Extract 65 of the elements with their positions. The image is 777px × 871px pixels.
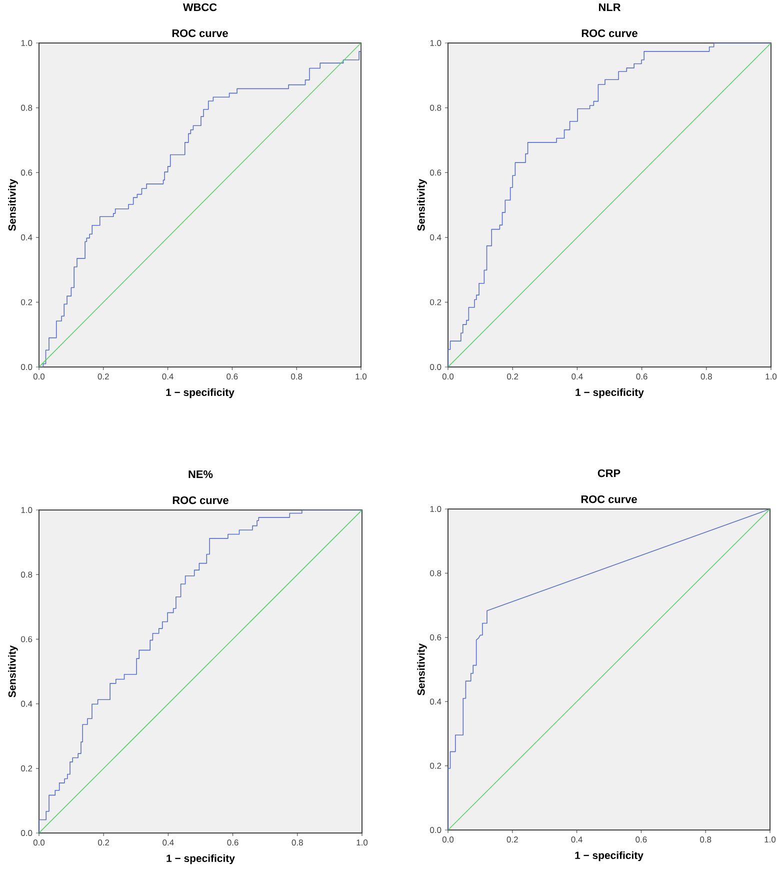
x-tick-label: 0.4 (571, 836, 582, 843)
y-axis-title: Sensitivity (417, 643, 427, 696)
line-series (448, 508, 770, 830)
chart-subtitle: ROC curve (172, 496, 228, 504)
x-axis-title: 1 − specificity (166, 854, 235, 864)
y-tick-label: 0.0 (430, 827, 442, 833)
y-tick-label: 0.8 (21, 572, 32, 578)
y-tick-label: 0.6 (21, 636, 32, 642)
x-tick-label: 0.6 (636, 374, 648, 380)
x-tick-label: 0.0 (33, 840, 45, 846)
chart-title: CRP (598, 469, 620, 478)
y-tick-label: 0.4 (21, 700, 32, 707)
y-tick-label: 0.2 (21, 299, 32, 306)
y-tick-label: 0.8 (430, 570, 442, 576)
chart-title: NLR (598, 3, 621, 11)
y-tick-label: 0.2 (430, 299, 442, 306)
y-tick-label: 0.0 (21, 830, 32, 836)
y-tick-label: 0.0 (21, 364, 32, 370)
chart-subtitle: ROC curve (581, 495, 637, 504)
y-axis-title: Sensitivity (8, 645, 18, 698)
y-tick-label: 0.2 (21, 765, 32, 772)
x-tick-label: 0.8 (292, 840, 303, 846)
y-tick-label: 0.4 (21, 234, 32, 240)
y-axis-title: Sensitivity (8, 178, 18, 231)
y-tick-label: 0.4 (430, 698, 442, 705)
x-tick-label: 1.0 (356, 374, 367, 380)
x-tick-label: 0.2 (98, 374, 109, 380)
y-tick-label: 0.6 (430, 634, 442, 640)
x-tick-label: 0.4 (162, 840, 174, 846)
y-tick-label: 0.2 (430, 762, 442, 769)
y-tick-label: 0.6 (21, 170, 32, 176)
chart-title: WBCC (182, 3, 217, 12)
x-tick-label: 0.8 (700, 374, 712, 380)
x-axis-title: 1 − specificity (166, 388, 234, 398)
x-tick-label: 0.6 (636, 836, 647, 843)
x-tick-label: 0.4 (572, 374, 583, 380)
x-axis-title: 1 − specificity (576, 388, 644, 398)
x-tick-label: 0.8 (700, 836, 712, 843)
x-tick-label: 0.2 (507, 374, 518, 380)
y-tick-label: 0.6 (430, 170, 442, 176)
x-tick-label: 0.0 (442, 836, 454, 843)
x-tick-label: 0.2 (98, 840, 110, 846)
x-tick-label: 0.6 (227, 840, 238, 846)
x-tick-label: 0.6 (226, 374, 238, 380)
y-tick-label: 1.0 (21, 40, 32, 46)
x-tick-label: 0.2 (506, 836, 518, 843)
chart-subtitle: ROC curve (172, 29, 228, 38)
x-tick-label: 0.0 (33, 374, 45, 380)
x-tick-label: 1.0 (766, 374, 777, 380)
x-tick-label: 0.4 (162, 374, 174, 380)
x-axis-title: 1 − specificity (575, 851, 644, 862)
chart-title: NE% (188, 470, 213, 478)
y-axis-title: Sensitivity (417, 178, 427, 231)
y-tick-label: 0.4 (430, 234, 442, 240)
y-tick-label: 1.0 (430, 506, 442, 512)
y-tick-label: 0.8 (430, 104, 442, 111)
x-tick-label: 1.0 (764, 836, 776, 843)
y-tick-label: 0.0 (430, 364, 442, 370)
x-tick-label: 0.8 (291, 374, 302, 380)
x-tick-label: 0.0 (442, 374, 454, 380)
x-tick-label: 1.0 (356, 840, 368, 846)
y-tick-label: 1.0 (21, 507, 32, 513)
y-tick-label: 1.0 (430, 40, 442, 46)
chart-subtitle: ROC curve (582, 29, 638, 38)
y-tick-label: 0.8 (21, 104, 32, 111)
